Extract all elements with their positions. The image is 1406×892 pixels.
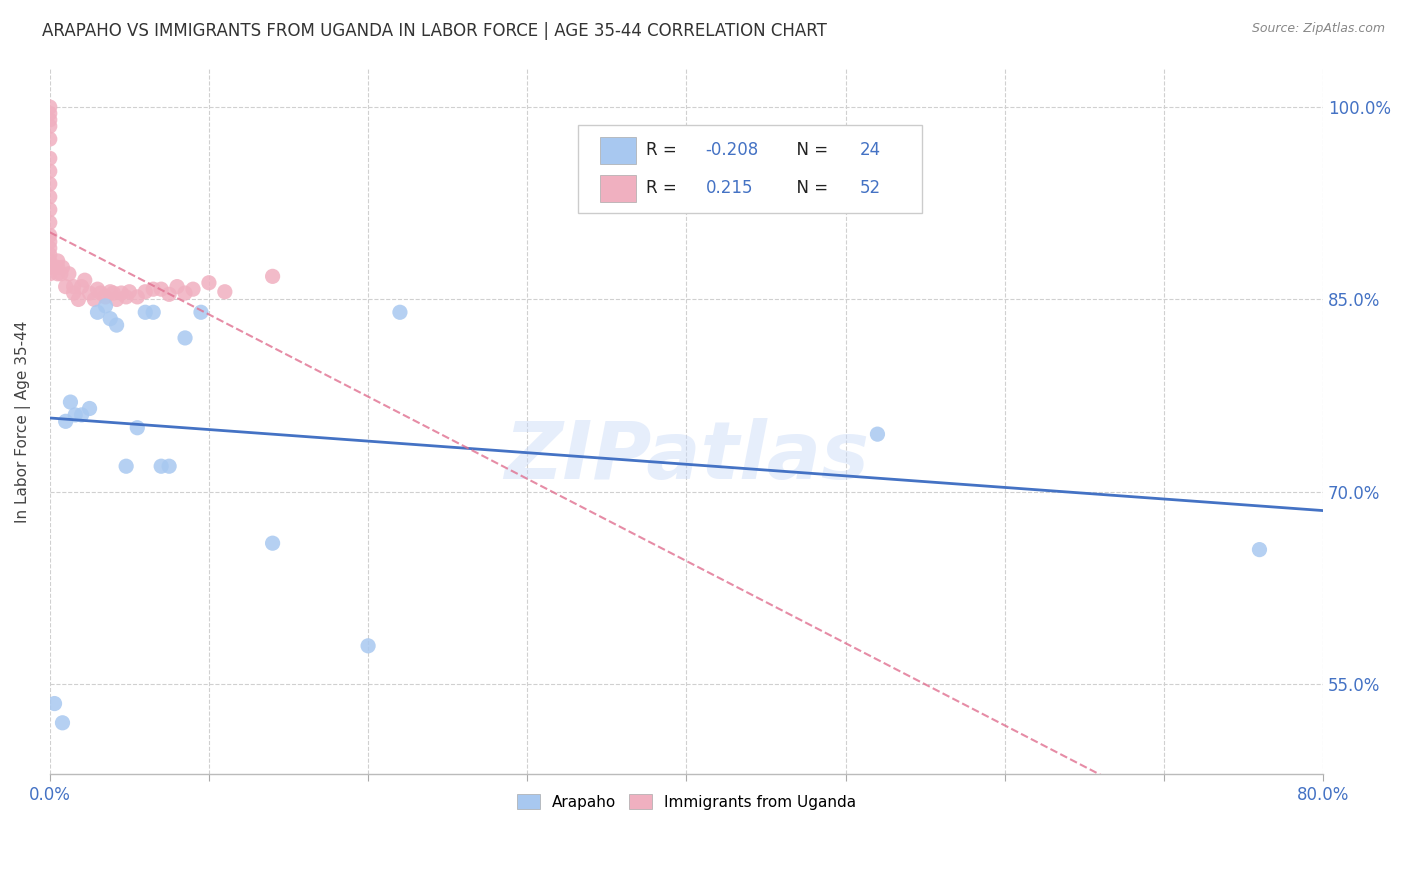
- Point: [79, 401, 101, 416]
- Point: [105, 293, 128, 307]
- Point: [44, 697, 66, 711]
- Point: [357, 639, 380, 653]
- Point: [70, 408, 93, 422]
- Point: [55, 414, 77, 428]
- Point: [38, 247, 60, 261]
- Y-axis label: In Labor Force | Age 35-44: In Labor Force | Age 35-44: [15, 320, 31, 523]
- Point: [38, 215, 60, 229]
- Text: ZIPatlas: ZIPatlas: [503, 417, 869, 496]
- Point: [166, 279, 188, 293]
- Text: Source: ZipAtlas.com: Source: ZipAtlas.com: [1251, 22, 1385, 36]
- Point: [866, 427, 889, 442]
- Point: [49, 267, 72, 281]
- Text: N =: N =: [786, 142, 834, 160]
- Point: [262, 536, 284, 550]
- Point: [38, 120, 60, 134]
- Point: [142, 305, 165, 319]
- Point: [38, 132, 60, 146]
- Bar: [600, 137, 636, 164]
- Point: [38, 177, 60, 191]
- Text: 52: 52: [859, 178, 880, 197]
- Point: [58, 267, 80, 281]
- Point: [174, 331, 197, 345]
- Point: [86, 305, 108, 319]
- Point: [62, 286, 84, 301]
- Text: 0.215: 0.215: [706, 178, 754, 197]
- Point: [174, 286, 197, 301]
- Point: [38, 112, 60, 127]
- Point: [94, 299, 117, 313]
- Point: [38, 164, 60, 178]
- Text: N =: N =: [786, 178, 834, 197]
- Point: [198, 276, 221, 290]
- Point: [38, 235, 60, 249]
- Point: [73, 273, 96, 287]
- Point: [51, 260, 73, 275]
- Point: [105, 318, 128, 332]
- Text: 24: 24: [859, 142, 880, 160]
- Point: [83, 293, 105, 307]
- Point: [38, 260, 60, 275]
- Point: [90, 286, 112, 301]
- Point: [157, 459, 180, 474]
- Point: [262, 269, 284, 284]
- Point: [118, 285, 141, 299]
- Point: [67, 293, 90, 307]
- Point: [70, 279, 93, 293]
- Point: [86, 282, 108, 296]
- Point: [98, 311, 121, 326]
- Point: [63, 408, 86, 422]
- Point: [46, 267, 69, 281]
- Point: [38, 202, 60, 217]
- Point: [62, 279, 84, 293]
- Point: [38, 267, 60, 281]
- Point: [98, 285, 121, 299]
- Bar: [600, 175, 636, 202]
- Text: R =: R =: [645, 178, 688, 197]
- Point: [115, 459, 138, 474]
- Point: [142, 282, 165, 296]
- Text: ARAPAHO VS IMMIGRANTS FROM UGANDA IN LABOR FORCE | AGE 35-44 CORRELATION CHART: ARAPAHO VS IMMIGRANTS FROM UGANDA IN LAB…: [42, 22, 827, 40]
- Point: [38, 241, 60, 255]
- Point: [46, 260, 69, 275]
- Text: -0.208: -0.208: [706, 142, 759, 160]
- Point: [51, 715, 73, 730]
- Point: [38, 190, 60, 204]
- Point: [181, 282, 204, 296]
- Point: [38, 151, 60, 165]
- Point: [110, 286, 132, 301]
- Point: [388, 305, 411, 319]
- Point: [157, 287, 180, 301]
- Text: R =: R =: [645, 142, 682, 160]
- Point: [150, 282, 173, 296]
- Point: [103, 286, 125, 301]
- Legend: Arapaho, Immigrants from Uganda: Arapaho, Immigrants from Uganda: [510, 788, 862, 816]
- Point: [127, 290, 149, 304]
- Point: [46, 254, 69, 268]
- Point: [94, 290, 117, 304]
- Point: [134, 305, 156, 319]
- Point: [1249, 542, 1271, 557]
- Point: [38, 228, 60, 243]
- Point: [127, 421, 149, 435]
- Point: [55, 279, 77, 293]
- Point: [38, 254, 60, 268]
- Point: [190, 305, 212, 319]
- Point: [59, 395, 82, 409]
- Point: [150, 459, 173, 474]
- Point: [38, 100, 60, 114]
- Point: [79, 286, 101, 301]
- Point: [134, 285, 156, 299]
- Point: [214, 285, 236, 299]
- FancyBboxPatch shape: [578, 125, 922, 213]
- Point: [38, 106, 60, 120]
- Point: [115, 290, 138, 304]
